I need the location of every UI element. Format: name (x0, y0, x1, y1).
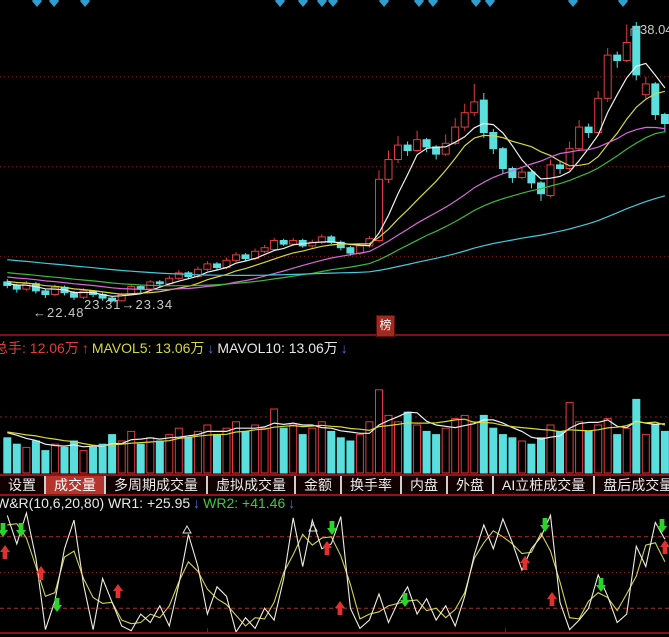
wr1-line (6, 510, 666, 634)
tab-设置[interactable]: 设置 (0, 476, 46, 494)
ma30-line (7, 131, 666, 287)
ma10-line (7, 90, 666, 295)
wr-header-part-0: W&R(10,6,20,80) WR1: +25.95 (0, 495, 191, 511)
tab-外盘[interactable]: 外盘 (448, 476, 494, 494)
event-marker-icon (618, 0, 628, 7)
gap-price-label: 23.31→23.34 (84, 297, 174, 312)
hollow-signal-icon (308, 522, 318, 532)
volume-header-part-3: ↓ (207, 340, 215, 356)
event-marker-icon (328, 0, 338, 7)
buy-arrow-icon (520, 556, 530, 570)
sell-arrow-icon (327, 521, 337, 535)
event-marker-icon (485, 0, 495, 7)
kline-chart-pane[interactable] (0, 0, 669, 336)
indicator-tabbar: 设置成交量多周期成交量虚拟成交量金额换手率内盘外盘AI立桩成交量盘后成交量市盈率… (0, 474, 669, 496)
rank-badge[interactable]: 榜 (376, 315, 395, 337)
tab-成交量[interactable]: 成交量 (46, 476, 106, 494)
sell-arrow-icon (540, 518, 550, 532)
buy-arrow-icon (335, 601, 345, 615)
event-marker-icon (414, 0, 424, 7)
tab-多周期成交量[interactable]: 多周期成交量 (106, 476, 208, 494)
buy-arrow-icon (113, 584, 123, 598)
event-marker-icon (471, 0, 481, 7)
high-price-label: 38.04 (640, 22, 669, 37)
volume-header-part-1: ↑ (81, 340, 89, 356)
sell-arrow-icon (400, 593, 410, 607)
event-marker-icon (298, 0, 308, 7)
buy-arrow-icon (0, 545, 10, 559)
volume-header-part-5: ↓ (340, 340, 348, 356)
tab-金额[interactable]: 金额 (296, 476, 342, 494)
ma60-line (7, 195, 666, 276)
wr2-line (7, 523, 666, 627)
sell-arrow-icon (0, 523, 8, 537)
pane-divider (0, 334, 669, 336)
low-price-label: ←22.48 (33, 305, 85, 320)
event-marker-icon (379, 0, 389, 7)
wr-header-part-2: WR2: +41.46 (203, 495, 286, 511)
tab-虚拟成交量[interactable]: 虚拟成交量 (208, 476, 296, 494)
ma20-line (7, 126, 665, 291)
buy-arrow-icon (660, 540, 669, 554)
wr-chart-pane[interactable] (0, 509, 669, 637)
mavol10-line (7, 418, 666, 447)
event-marker-icon (49, 0, 59, 7)
event-marker-icon (32, 0, 42, 7)
volume-header-part-4: MAVOL10: 13.06万 (217, 340, 338, 356)
sell-arrow-icon (596, 578, 606, 592)
tab-盘后成交量[interactable]: 盘后成交量 (595, 476, 669, 494)
sell-arrow-icon (16, 523, 27, 537)
wr-indicator-header: W&R(10,6,20,80) WR1: +25.95 ↓ WR2: +41.46 ↓ (0, 495, 298, 511)
buy-arrow-icon (547, 592, 557, 606)
tab-内盘[interactable]: 内盘 (402, 476, 448, 494)
sell-arrow-icon (657, 519, 667, 533)
wr-header-part-3: ↓ (288, 495, 296, 511)
buy-arrow-icon (322, 541, 332, 555)
event-marker-icon (80, 0, 90, 7)
volume-header: 总手: 12.06万 ↑ MAVOL5: 13.06万 ↓ MAVOL10: 13.06… (0, 338, 351, 358)
mavol5-line (7, 411, 665, 448)
event-marker-icon (568, 0, 578, 7)
wr-header-part-1: ↓ (193, 495, 201, 511)
tab-AI立桩成交量[interactable]: AI立桩成交量 (494, 476, 596, 494)
sell-arrow-icon (52, 598, 62, 612)
ma5-line (7, 62, 666, 297)
event-marker-icon (428, 0, 438, 7)
tab-换手率[interactable]: 换手率 (342, 476, 402, 494)
volume-chart-pane[interactable] (0, 360, 669, 474)
volume-header-part-2: MAVOL5: 13.06万 (91, 340, 205, 356)
volume-header-part-0: 总手: 12.06万 (0, 340, 79, 356)
hollow-signal-icon (182, 524, 192, 534)
event-marker-icon (317, 0, 327, 7)
event-marker-icon (275, 0, 285, 7)
buy-arrow-icon (36, 566, 46, 580)
